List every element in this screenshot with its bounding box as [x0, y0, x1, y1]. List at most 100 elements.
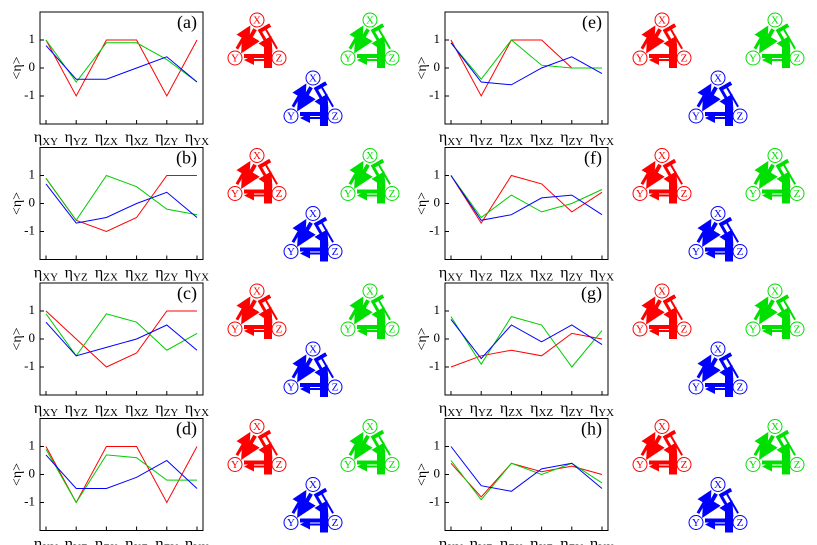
y-tick-label: 1	[434, 166, 441, 181]
node-label: Z	[389, 324, 396, 336]
series-line	[450, 42, 603, 86]
node	[676, 457, 692, 472]
node-label: Z	[389, 459, 396, 471]
panel-label: (b)	[176, 148, 197, 169]
node	[767, 419, 783, 434]
y-tick-label: -1	[429, 358, 440, 373]
panel-label: (d)	[176, 419, 197, 440]
node	[632, 457, 648, 472]
node-label: Z	[276, 188, 283, 200]
edge	[776, 429, 796, 456]
edge	[719, 352, 739, 379]
y-tick-label: -1	[429, 493, 440, 508]
x-tick-label: ηXZ	[530, 400, 553, 419]
x-tick-label: ηYX	[185, 535, 209, 545]
y-tick-label: -1	[24, 87, 35, 102]
node-label: Y	[287, 111, 295, 123]
node	[271, 457, 287, 472]
node	[654, 419, 670, 434]
x-tick-label: ηXY	[34, 535, 58, 545]
x-tick-label: ηZX	[500, 264, 523, 283]
node-label: Y	[287, 246, 295, 258]
x-tick-label: ηXZ	[125, 129, 148, 148]
edge	[640, 160, 656, 185]
x-tick-label: ηXZ	[530, 535, 553, 545]
edge	[663, 23, 683, 50]
x-tick-label: ηYX	[185, 264, 209, 283]
node	[271, 50, 287, 66]
y-axis-label: <η>	[10, 192, 25, 215]
y-tick-label: 0	[434, 59, 441, 74]
node	[340, 321, 356, 337]
panel-label: (f)	[584, 148, 602, 169]
node	[688, 515, 704, 530]
edge	[257, 299, 273, 324]
node-label: X	[714, 73, 722, 85]
node	[632, 186, 648, 201]
series-line	[450, 39, 602, 81]
node-label: Z	[794, 459, 801, 471]
edge	[662, 299, 678, 324]
edge	[348, 160, 364, 185]
y-tick-label: 0	[434, 330, 441, 345]
edge	[313, 493, 329, 518]
y-tick-label: 1	[434, 437, 441, 452]
series-line	[45, 313, 198, 357]
edge	[291, 354, 307, 379]
edge	[775, 28, 791, 53]
node-label: X	[658, 286, 666, 298]
node	[271, 186, 287, 201]
y-tick-label: 1	[29, 302, 36, 317]
x-tick-label: ηYX	[590, 535, 614, 545]
series-line	[450, 319, 603, 360]
node-label: X	[714, 479, 722, 491]
node-label: Y	[344, 53, 352, 65]
node-label: Y	[231, 188, 239, 200]
edge	[776, 158, 796, 185]
edge	[640, 25, 656, 50]
x-tick-label: ηYZ	[470, 129, 493, 148]
edge	[662, 28, 678, 53]
node-label: Y	[749, 53, 757, 65]
node-label: Y	[749, 188, 757, 200]
node	[767, 12, 783, 28]
edge	[371, 158, 391, 185]
edge	[313, 222, 329, 247]
node	[789, 321, 805, 337]
node-label: X	[253, 421, 261, 433]
node-label: Y	[344, 459, 352, 471]
x-tick-label: ηYZ	[65, 535, 88, 545]
node-label: Y	[636, 53, 644, 65]
node	[710, 206, 726, 221]
node	[327, 515, 343, 530]
edge	[718, 357, 734, 382]
edge	[753, 296, 769, 321]
node-label: Y	[344, 188, 352, 200]
edge	[718, 222, 734, 247]
node	[305, 477, 321, 492]
node	[632, 321, 648, 337]
node-label: X	[771, 421, 779, 433]
node	[767, 283, 783, 299]
node-label: Z	[332, 111, 339, 123]
node-label: X	[366, 150, 374, 162]
x-tick-label: ηYX	[185, 129, 209, 148]
x-tick-label: ηZY	[155, 129, 178, 148]
node-label: X	[253, 150, 261, 162]
node-label: Z	[737, 246, 744, 258]
node	[745, 321, 761, 337]
edge	[291, 489, 307, 514]
node	[676, 186, 692, 201]
node	[283, 244, 299, 259]
node-label: X	[771, 150, 779, 162]
y-tick-label: 0	[434, 465, 441, 480]
edge	[258, 294, 278, 321]
node-label: Z	[276, 324, 283, 336]
node	[362, 148, 378, 163]
edge	[640, 296, 656, 321]
edge	[753, 160, 769, 185]
node-label: Z	[737, 111, 744, 123]
y-axis-label: <η>	[415, 192, 430, 215]
node-label: X	[714, 208, 722, 220]
node	[305, 341, 321, 357]
